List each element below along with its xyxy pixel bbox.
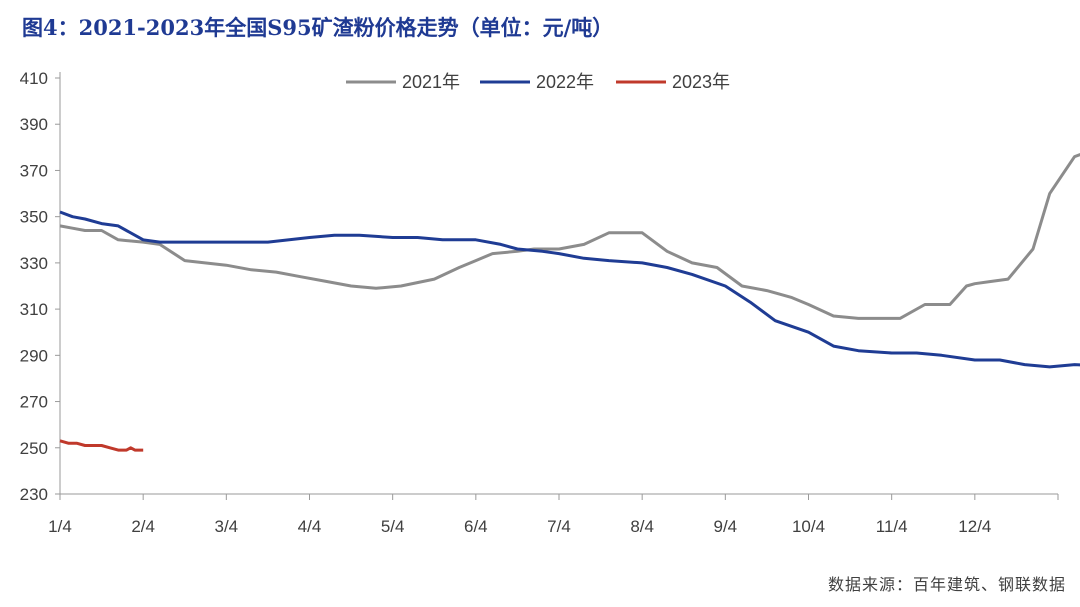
x-tick-label: 2/4 xyxy=(131,517,155,536)
legend-label-2021: 2021年 xyxy=(402,72,460,92)
series-line-2021 xyxy=(59,152,1080,320)
x-tick-label: 8/4 xyxy=(630,517,654,536)
series-lines xyxy=(59,152,1080,452)
x-tick-label: 11/4 xyxy=(876,517,908,536)
series-line-2023 xyxy=(59,439,144,452)
axes: 230 250 270 290 310 330 350 370 390 410 1/4 2/4 3/4 4… xyxy=(20,69,1059,536)
y-tick-label: 290 xyxy=(20,346,48,365)
y-tick-label: 350 xyxy=(20,208,48,227)
y-tick-label: 330 xyxy=(20,254,48,273)
legend-label-2023: 2023年 xyxy=(672,72,730,92)
x-tick-label: 12/4 xyxy=(958,517,991,536)
x-tick-label: 7/4 xyxy=(547,517,571,536)
chart-title: 图4：2021-2023年全国S95矿渣粉价格走势（单位：元/吨） xyxy=(22,15,614,40)
y-tick-label: 250 xyxy=(20,439,48,458)
y-tick-label: 310 xyxy=(20,300,48,319)
legend-label-2022: 2022年 xyxy=(536,72,594,92)
x-tick-label: 10/4 xyxy=(792,517,825,536)
y-tick-label: 370 xyxy=(20,161,48,180)
legend: 2021年 2022年 2023年 xyxy=(346,72,730,92)
series-line-2022 xyxy=(59,210,1080,369)
x-tick-label: 5/4 xyxy=(381,517,405,536)
y-tick-label: 230 xyxy=(20,485,48,504)
x-tick-label: 3/4 xyxy=(215,517,239,536)
y-tick-label: 270 xyxy=(20,393,48,412)
x-tick-label: 4/4 xyxy=(298,517,322,536)
data-source-note: 数据来源：百年建筑、钢联数据 xyxy=(827,575,1066,594)
x-tick-label: 1/4 xyxy=(48,517,72,536)
y-tick-label: 410 xyxy=(20,69,48,88)
y-tick-label: 390 xyxy=(20,115,48,134)
x-tick-label: 9/4 xyxy=(714,517,738,536)
x-tick-label: 6/4 xyxy=(464,517,488,536)
